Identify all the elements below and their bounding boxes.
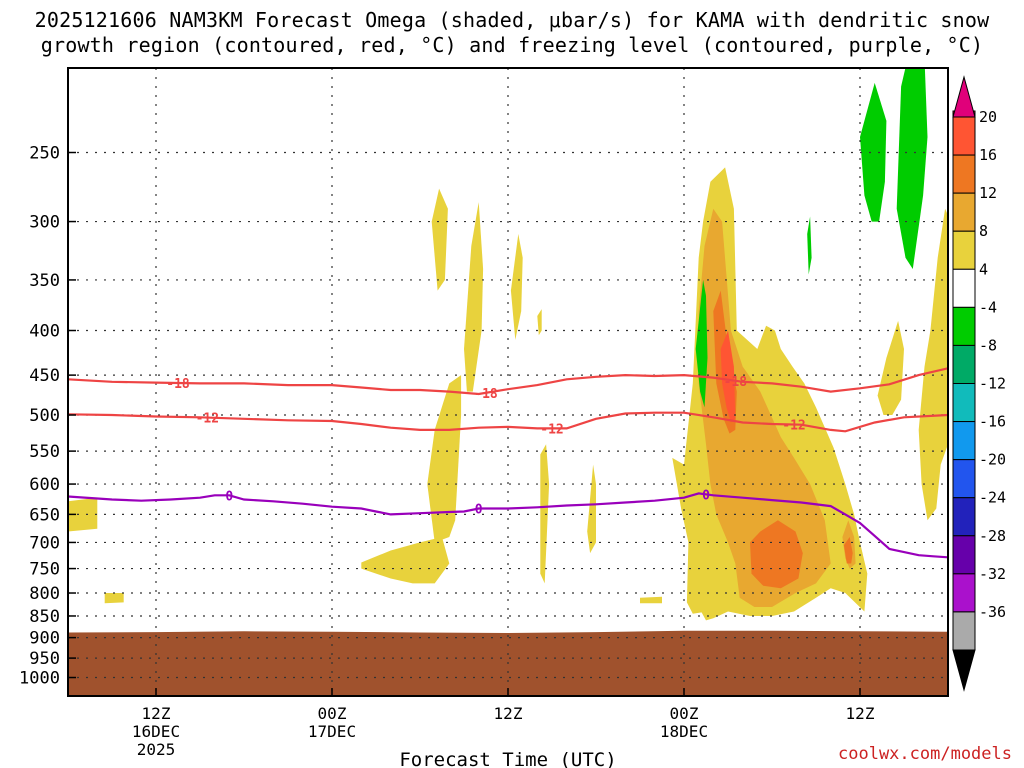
x-tick-label: 00Z xyxy=(670,704,699,723)
x-tick-label: 12Z xyxy=(494,704,523,723)
omega-region xyxy=(720,330,736,423)
plot-frame xyxy=(67,67,949,697)
colorbar-swatch xyxy=(952,459,976,499)
colorbar-swatch xyxy=(952,421,976,461)
y-tick-label: 650 xyxy=(29,505,60,525)
y-tick-label: 550 xyxy=(29,442,60,462)
colorbar-label: -12 xyxy=(979,375,1006,393)
colorbar-label: -28 xyxy=(979,527,1006,545)
colorbar-label: 20 xyxy=(979,108,997,126)
omega-region xyxy=(640,596,662,604)
x-tick-label: 17DEC xyxy=(308,722,356,741)
colorbar-label: -24 xyxy=(979,489,1006,507)
x-tick-label: 18DEC xyxy=(660,722,708,741)
y-tick-label: 400 xyxy=(29,322,60,342)
colorbar-label: -16 xyxy=(979,413,1006,431)
colorbar-swatch xyxy=(952,383,976,423)
colorbar-label: -36 xyxy=(979,603,1006,621)
colorbar-swatch xyxy=(952,268,976,308)
colorbar-label: 8 xyxy=(979,222,988,240)
colorbar-swatch xyxy=(952,192,976,232)
colorbar-label: 12 xyxy=(979,184,997,202)
dgz-contour xyxy=(68,411,948,433)
y-axis: 2503003504004505005506006507007508008509… xyxy=(19,144,76,689)
x-tick-label: 12Z xyxy=(846,704,875,723)
dgz-contour-label: -12 xyxy=(540,422,563,437)
dgz-contour-label: -12 xyxy=(782,419,805,434)
colorbar-swatch xyxy=(952,573,976,613)
contour-layer: -18 -18 -18 -12 -12 -12 0 0 0 xyxy=(68,367,948,559)
y-tick-label: 600 xyxy=(29,475,60,495)
dgz-contour xyxy=(68,367,948,396)
y-tick-label: 500 xyxy=(29,406,60,426)
y-tick-label: 1000 xyxy=(19,669,60,689)
x-tick-label: 2025 xyxy=(137,740,176,759)
omega-region xyxy=(843,537,853,564)
y-tick-label: 300 xyxy=(29,213,60,233)
omega-region xyxy=(918,208,948,521)
dgz-contour-label: -18 xyxy=(166,377,190,392)
credit-link[interactable]: coolwx.com/models xyxy=(838,744,1012,764)
colorbar-label: -8 xyxy=(979,336,997,354)
omega-region xyxy=(68,497,98,532)
colorbar-swatch xyxy=(952,306,976,346)
omega-region xyxy=(510,234,523,340)
y-tick-label: 350 xyxy=(29,271,60,291)
x-tick-label: 16DEC xyxy=(132,722,180,741)
y-tick-label: 900 xyxy=(29,629,60,649)
omega-region xyxy=(750,520,803,589)
x-axis-label: Forecast Time (UTC) xyxy=(399,749,616,768)
colorbar-swatch xyxy=(952,230,976,270)
y-tick-label: 450 xyxy=(29,366,60,386)
y-tick-label: 250 xyxy=(29,144,60,164)
omega-region xyxy=(698,208,831,607)
dgz-contour-label: -18 xyxy=(474,387,498,402)
colorbar-swatch xyxy=(952,535,976,575)
colorbar-label: -4 xyxy=(979,298,997,316)
omega-region xyxy=(427,375,462,543)
dgz-contour-label: -18 xyxy=(724,375,748,390)
colorbar-label: -20 xyxy=(979,451,1006,469)
omega-region xyxy=(860,82,887,222)
dgz-contour-label: -12 xyxy=(196,412,219,427)
colorbar-swatch xyxy=(952,497,976,537)
omega-region xyxy=(540,444,550,584)
x-tick-label: 12Z xyxy=(142,704,171,723)
grid-layer xyxy=(68,68,948,696)
colorbar-label: 16 xyxy=(979,146,997,164)
colorbar-label: -32 xyxy=(979,565,1006,583)
omega-shading-layer xyxy=(68,68,948,621)
colorbar-top-arrow xyxy=(952,75,976,118)
omega-region xyxy=(537,309,542,336)
colorbar-swatch xyxy=(952,611,976,651)
chart-title-line1: 2025121606 NAM3KM Forecast Omega (shaded… xyxy=(34,8,990,32)
colorbar-label: 4 xyxy=(979,260,988,278)
omega-region xyxy=(104,593,124,604)
y-tick-label: 700 xyxy=(29,533,60,553)
chart-title-line2: growth region (contoured, red, °C) and f… xyxy=(40,33,984,57)
colorbar-bottom-arrow xyxy=(952,649,976,692)
omega-region xyxy=(807,216,812,275)
y-tick-label: 750 xyxy=(29,560,60,580)
y-tick-label: 800 xyxy=(29,584,60,604)
y-tick-label: 950 xyxy=(29,649,60,669)
freezing-level-contour-label: 0 xyxy=(475,503,483,518)
omega-region xyxy=(464,202,484,392)
freezing-level-contour xyxy=(68,492,948,559)
omega-region xyxy=(877,320,904,415)
colorbar-swatch xyxy=(952,116,976,156)
omega-region xyxy=(896,68,928,269)
omega-region xyxy=(431,188,448,291)
freezing-level-contour-label: 0 xyxy=(702,488,710,503)
colorbar-legend: 20 16 12 8 4 -4 -8 -12 -16 -20 -24 -28 -32 -36 xyxy=(952,75,1006,692)
y-tick-label: 850 xyxy=(29,607,60,627)
freezing-level-contour-label: 0 xyxy=(225,489,233,504)
colorbar-swatch xyxy=(952,154,976,194)
omega-region xyxy=(587,464,596,554)
colorbar-swatch xyxy=(952,344,976,384)
omega-region xyxy=(361,537,450,584)
x-tick-label: 00Z xyxy=(318,704,347,723)
